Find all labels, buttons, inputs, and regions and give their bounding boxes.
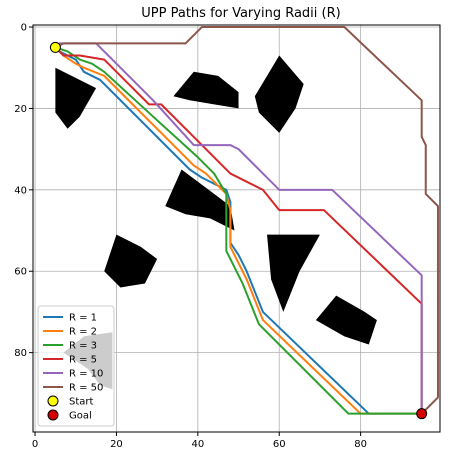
series-line-r-3 bbox=[55, 46, 422, 415]
legend-marker bbox=[47, 395, 59, 407]
legend-label: Start bbox=[69, 397, 94, 408]
legend-label: R = 5 bbox=[69, 355, 97, 366]
legend-label: R = 50 bbox=[69, 383, 103, 394]
obstacle-7 bbox=[315, 295, 377, 345]
series-line-r-1 bbox=[54, 46, 422, 415]
obstacle-1 bbox=[55, 67, 97, 129]
goal-marker bbox=[416, 408, 428, 420]
axis-ticks: 0 20 40 60 80 0 20 40 60 80 bbox=[14, 23, 367, 450]
x-tick-label: 20 bbox=[110, 439, 123, 450]
legend: R = 1 R = 2 R = 3 R = 5 R = 10 R = 50 Start Goa… bbox=[37, 305, 115, 427]
legend-label: R = 2 bbox=[69, 327, 97, 338]
legend-label: R = 3 bbox=[69, 341, 97, 352]
obstacles bbox=[55, 55, 377, 390]
x-tick-label: 40 bbox=[191, 439, 204, 450]
legend-marker bbox=[47, 409, 59, 421]
legend-label: R = 10 bbox=[69, 369, 103, 380]
x-tick-label: 60 bbox=[273, 439, 286, 450]
series-line-r-5 bbox=[54, 46, 423, 414]
y-tick-label: 60 bbox=[14, 267, 27, 278]
y-tick-label: 80 bbox=[14, 348, 27, 359]
start-marker bbox=[49, 41, 61, 53]
obstacle-6 bbox=[267, 234, 320, 312]
series-line-r-50 bbox=[54, 26, 439, 415]
obstacle-5 bbox=[104, 234, 158, 288]
chart-title: UPP Paths for Varying Radii (R) bbox=[141, 6, 340, 21]
legend-box bbox=[37, 305, 115, 427]
y-tick-label: 0 bbox=[21, 23, 27, 34]
series-lines bbox=[54, 26, 439, 415]
y-tick-label: 20 bbox=[14, 104, 27, 115]
x-tick-label: 80 bbox=[354, 439, 367, 450]
y-tick-label: 40 bbox=[14, 185, 27, 196]
x-tick-label: 0 bbox=[32, 439, 38, 450]
plot-frame bbox=[32, 24, 441, 433]
legend-label: R = 1 bbox=[69, 313, 97, 324]
endpoint-markers bbox=[49, 41, 428, 420]
legend-label: Goal bbox=[69, 411, 92, 422]
obstacle-3 bbox=[254, 55, 304, 133]
obstacle-4 bbox=[165, 169, 235, 231]
obstacle-2 bbox=[173, 71, 239, 109]
